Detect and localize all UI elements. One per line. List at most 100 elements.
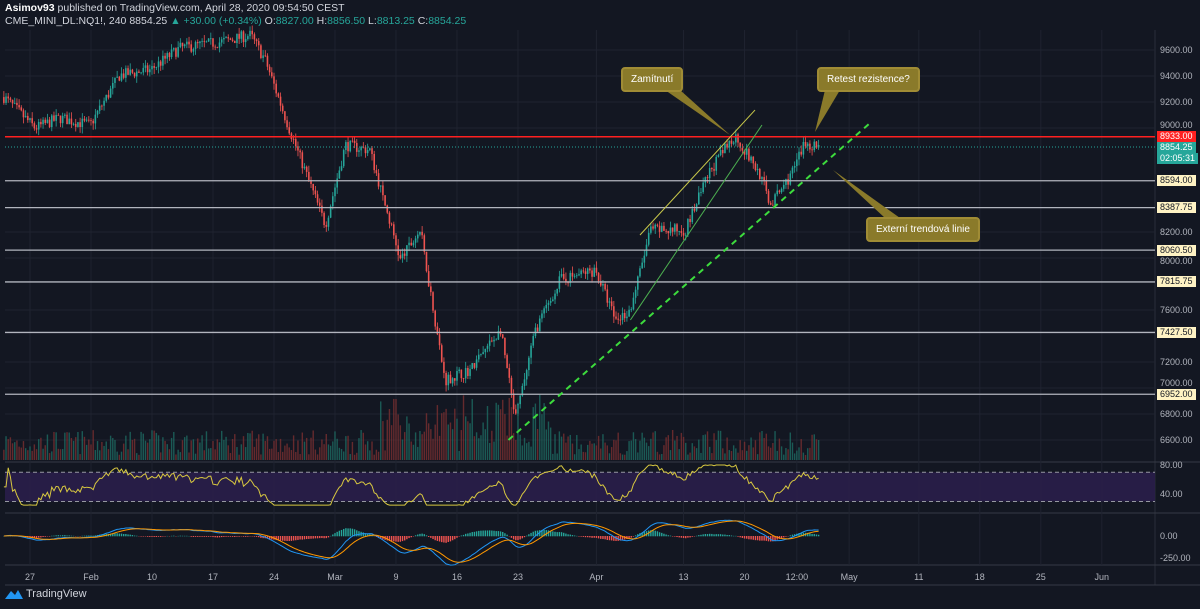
candle-body [504, 337, 506, 356]
author[interactable]: Asimov93 [5, 2, 55, 14]
candle-body [179, 42, 182, 48]
volume-bar [430, 429, 432, 460]
candle-body [109, 88, 112, 98]
candle-body [647, 232, 650, 245]
candle-body [763, 177, 765, 181]
candle-body [37, 121, 40, 130]
macd-histogram-bar [61, 535, 64, 537]
macd-histogram-bar [268, 536, 271, 540]
candle-body [27, 115, 29, 121]
volume-bar [739, 440, 741, 460]
volume-bar [787, 449, 789, 460]
candle-body [756, 169, 759, 171]
published-info: published on TradingView.com, April 28, … [57, 2, 345, 14]
candle-body [229, 38, 232, 40]
macd-histogram-bar [356, 530, 358, 537]
macd-histogram-bar [767, 536, 770, 542]
macd-histogram-bar [569, 534, 571, 537]
candle-body [266, 55, 269, 67]
candle-body [292, 139, 295, 140]
macd-histogram-bar [737, 536, 739, 537]
macd-histogram-bar [66, 535, 68, 537]
macd-histogram-bar [488, 530, 491, 537]
macd-histogram-bar [288, 536, 290, 541]
volume-bar [665, 437, 667, 460]
candle-body [419, 231, 421, 235]
volume-bar [456, 418, 458, 460]
macd-histogram-bar [772, 536, 774, 542]
tradingview-logo[interactable]: TradingView [5, 588, 87, 600]
macd-histogram-bar [410, 536, 412, 538]
candle-body [74, 123, 77, 127]
candle-body [586, 268, 589, 274]
candle-body [713, 169, 715, 171]
candle-body [530, 345, 532, 358]
rsi-band [5, 472, 1155, 502]
macd-histogram-bar [366, 533, 369, 537]
macd-histogram-bar [404, 536, 406, 541]
level-label: 8594.00 [1157, 175, 1196, 186]
macd-histogram-bar [817, 534, 820, 537]
macd-histogram-bar [133, 535, 136, 537]
volume-bar [510, 407, 513, 460]
candle-body [432, 292, 434, 311]
macd-histogram-bar [495, 531, 497, 537]
candle-body [96, 110, 99, 115]
volume-bar [756, 454, 759, 460]
candle-body [525, 370, 528, 380]
callout-pointer [815, 90, 840, 132]
candle-body [212, 38, 214, 47]
macd-histogram-bar [149, 536, 151, 537]
volume-bar [412, 444, 415, 460]
macd-histogram-bar [610, 536, 613, 541]
candle-body [711, 168, 713, 170]
candle-body [412, 242, 415, 246]
candle-body [767, 190, 770, 203]
macd-histogram-bar [316, 536, 319, 539]
volume-bar [395, 399, 397, 460]
candle-body [678, 231, 680, 232]
candle-body [105, 94, 108, 101]
candle-body [395, 235, 397, 246]
candle-body [125, 68, 127, 78]
volume-bar [386, 419, 388, 460]
macd-histogram-bar [425, 535, 428, 537]
macd-histogram-bar [785, 536, 787, 537]
macd-histogram-bar [417, 534, 419, 537]
macd-histogram-bar [532, 531, 534, 537]
volume-bar [33, 444, 36, 460]
candle-body [103, 100, 105, 106]
candle-body [519, 395, 521, 405]
candle-body [29, 118, 31, 121]
candle-body [619, 319, 622, 321]
volume-bar [249, 433, 251, 460]
volume-bar [218, 442, 221, 460]
volume-bar [114, 439, 116, 460]
volume-bar [369, 450, 371, 460]
candle-body [190, 44, 193, 52]
candle-body [88, 119, 90, 121]
volume-bar [404, 432, 406, 460]
candle-body [233, 40, 236, 44]
macd-histogram-bar [815, 534, 818, 537]
candle-body [462, 378, 465, 379]
macd-histogram-bar [227, 536, 229, 537]
volume-bar [652, 432, 654, 460]
volume-bar [584, 452, 587, 460]
candle-body [301, 152, 304, 169]
candle-body [804, 141, 807, 147]
volume-bar [549, 427, 552, 460]
macd-histogram-bar [205, 536, 208, 537]
candle-body [273, 76, 275, 84]
candle-body [203, 40, 206, 42]
candle-body [120, 73, 123, 81]
macd-histogram-bar [157, 536, 160, 537]
macd-histogram-bar [338, 530, 341, 537]
candle-body [715, 156, 718, 171]
volume-bar [643, 437, 646, 460]
macd-histogram-bar [136, 535, 138, 537]
volume-bar [305, 437, 308, 460]
volume-bar [229, 453, 232, 460]
volume-bar [641, 432, 643, 460]
